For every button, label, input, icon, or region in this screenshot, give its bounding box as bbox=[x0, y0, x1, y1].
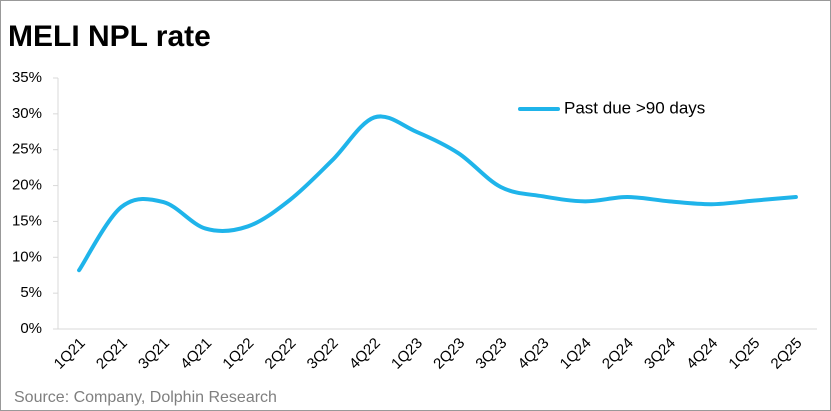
y-tick-label: 0% bbox=[20, 320, 42, 337]
y-tick-label: 5% bbox=[20, 284, 42, 301]
y-tick-label: 30% bbox=[12, 105, 42, 122]
y-tick-label: 25% bbox=[12, 141, 42, 158]
y-tick-label: 20% bbox=[12, 177, 42, 194]
chart-title: MELI NPL rate bbox=[8, 20, 211, 53]
legend-label: Past due >90 days bbox=[564, 98, 705, 117]
y-tick-label: 35% bbox=[12, 69, 42, 86]
series-line bbox=[77, 114, 798, 273]
source: Source: Company, Dolphin Research bbox=[14, 389, 277, 406]
y-tick-label: 15% bbox=[12, 212, 42, 229]
y-tick-label: 10% bbox=[12, 248, 42, 265]
